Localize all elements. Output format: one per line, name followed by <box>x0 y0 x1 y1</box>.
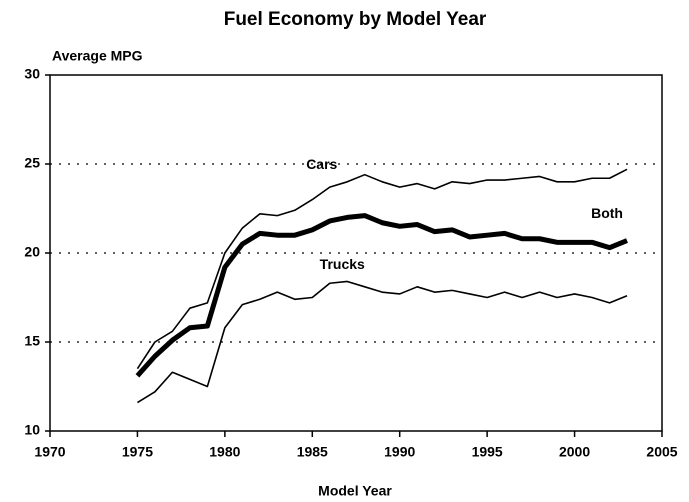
y-tick-label: 20 <box>24 244 40 260</box>
x-axis-label: Model Year <box>318 483 392 499</box>
series-line <box>135 213 628 378</box>
x-tick-label: 1970 <box>34 444 65 460</box>
x-tick-label: 2005 <box>646 444 677 460</box>
y-tick-label: 15 <box>24 333 40 349</box>
series-line <box>137 280 628 404</box>
series-line <box>136 168 628 370</box>
y-tick-label: 30 <box>24 66 40 82</box>
x-tick-label: 1975 <box>122 444 153 460</box>
series-label: Both <box>591 205 623 221</box>
y-tick-label: 25 <box>24 155 40 171</box>
chart-title: Fuel Economy by Model Year <box>224 9 487 30</box>
series-label: Cars <box>306 156 337 172</box>
x-tick-label: 1985 <box>297 444 328 460</box>
x-tick-label: 1990 <box>384 444 415 460</box>
y-tick-label: 10 <box>24 422 40 438</box>
x-tick-label: 1980 <box>209 444 240 460</box>
x-tick-label: 2000 <box>559 444 590 460</box>
series-label: Trucks <box>320 256 365 272</box>
y-axis-label: Average MPG <box>52 48 143 64</box>
plot-frame <box>49 74 663 432</box>
x-tick-label: 1995 <box>472 444 503 460</box>
